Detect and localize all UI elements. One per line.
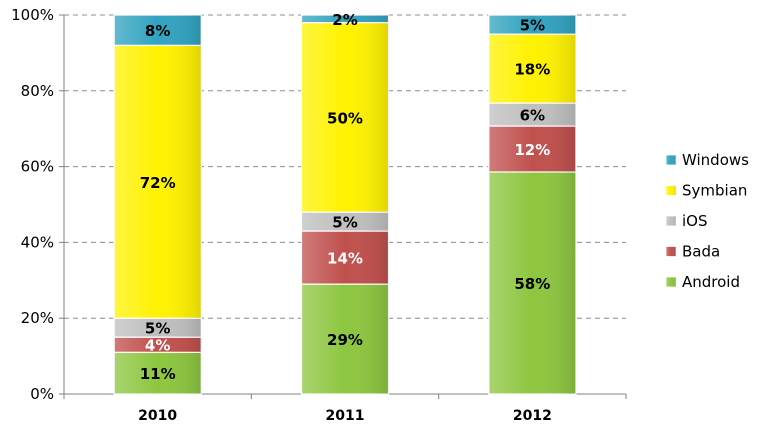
legend-label-ios: iOS: [682, 212, 708, 230]
legend-swatch-shading: [666, 277, 676, 287]
data-label-windows-2011: 2%: [332, 11, 357, 29]
x-category-label: 2012: [513, 408, 552, 424]
data-label-bada-2010: 4%: [145, 337, 170, 355]
x-category-label: 2010: [138, 408, 177, 424]
legend-label-symbian: Symbian: [682, 182, 747, 200]
data-labels: 11%4%5%72%8%29%14%5%50%2%58%12%6%18%5%: [140, 11, 551, 383]
bar-segment-shading: [114, 45, 202, 319]
bar-segment-shading: [301, 22, 389, 213]
y-tick-label: 20%: [21, 309, 54, 327]
legend-swatch-shading: [666, 185, 676, 196]
data-label-ios-2011: 5%: [332, 214, 357, 232]
bar-segment-shading: [114, 352, 202, 394]
bar-segment-shading: [301, 284, 389, 394]
legend-swatch-shading: [666, 216, 676, 226]
data-label-symbian-2012: 18%: [514, 61, 550, 79]
data-label-ios-2012: 6%: [520, 107, 545, 125]
bar-segment-shading: [488, 15, 576, 35]
data-label-windows-2012: 5%: [520, 17, 545, 35]
bar-segment-shading: [114, 318, 202, 338]
data-label-android-2010: 11%: [140, 365, 176, 383]
y-tick-label: 100%: [11, 6, 54, 24]
data-label-ios-2010: 5%: [145, 320, 170, 338]
legend-swatch-shading: [666, 155, 676, 165]
bar-segment-shading: [301, 231, 389, 285]
y-tick-label: 60%: [21, 158, 54, 176]
y-tick-label: 40%: [21, 233, 54, 251]
bar-segment-shading: [114, 15, 202, 46]
bars: [113, 14, 577, 395]
legend-swatch-shading: [666, 246, 676, 257]
bar-segment-shading: [488, 126, 576, 172]
bar-segment-shading: [301, 212, 389, 232]
legend-label-bada: Bada: [682, 243, 720, 261]
bar-segment-shading: [301, 15, 389, 23]
legend: Windows Symbian iOS Bada Android: [665, 151, 749, 291]
data-label-bada-2011: 14%: [327, 250, 363, 268]
data-label-android-2011: 29%: [327, 331, 363, 349]
data-label-windows-2010: 8%: [145, 22, 170, 40]
data-label-bada-2012: 12%: [514, 141, 550, 159]
data-label-symbian-2010: 72%: [140, 174, 176, 192]
data-label-symbian-2011: 50%: [327, 109, 363, 127]
data-label-android-2012: 58%: [514, 275, 550, 293]
bar-segment-shading: [488, 103, 576, 127]
legend-label-android: Android: [682, 273, 740, 291]
bar-segment-shading: [114, 337, 202, 353]
legend-label-windows: Windows: [682, 151, 749, 169]
bar-segment-shading: [488, 34, 576, 104]
y-tick-label: 0%: [30, 385, 54, 403]
x-category-label: 2011: [326, 408, 365, 424]
y-tick-label: 80%: [21, 82, 54, 100]
bar-segment-shading: [488, 171, 576, 394]
